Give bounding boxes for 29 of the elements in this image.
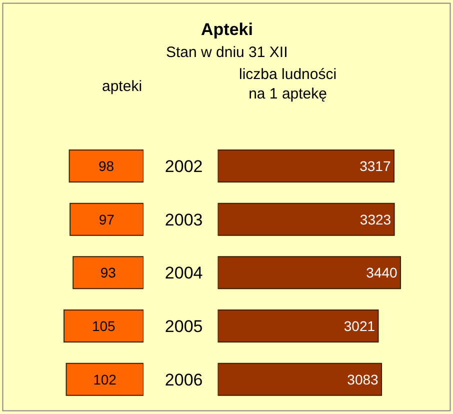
data-label: 3440 — [366, 264, 398, 281]
data-label: 102 — [93, 371, 117, 388]
bar — [218, 150, 394, 183]
bar — [218, 256, 402, 290]
text: Apteki — [201, 20, 253, 39]
bar — [70, 202, 144, 236]
bar — [72, 256, 144, 290]
y-tick-label: 2003 — [164, 210, 203, 230]
chart-title: apteki — [102, 78, 142, 95]
bar — [66, 362, 144, 396]
text: Stan w dniu 31 XII — [166, 44, 288, 61]
bar — [218, 362, 382, 396]
data-label: 105 — [92, 318, 116, 334]
y-tick-label: 2002 — [164, 156, 203, 176]
y-tick-label: 2005 — [164, 316, 203, 336]
bar — [218, 202, 395, 236]
data-label: 3021 — [344, 318, 376, 334]
data-label: 97 — [98, 211, 115, 228]
chart-title: liczba ludności na 1 aptekę — [239, 66, 337, 102]
data-label: 3323 — [360, 211, 392, 228]
y-tick-label: 2004 — [164, 264, 203, 283]
bar — [68, 150, 144, 183]
data-label: 3317 — [360, 158, 391, 174]
y-tick-label: 2006 — [164, 370, 203, 390]
data-label: 93 — [100, 264, 116, 281]
bar — [64, 310, 144, 342]
data-label: 3083 — [347, 371, 379, 388]
data-label: 98 — [98, 158, 114, 174]
bar — [218, 310, 379, 342]
